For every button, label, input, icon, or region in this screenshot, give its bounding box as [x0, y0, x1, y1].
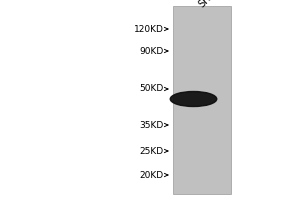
Text: 20KD: 20KD	[140, 170, 164, 180]
Bar	[172, 6, 231, 194]
Text: 35KD: 35KD	[139, 120, 164, 130]
Text: 120KD: 120KD	[134, 24, 164, 33]
Text: 25KD: 25KD	[140, 146, 164, 156]
Text: SH-SY5Y: SH-SY5Y	[196, 0, 233, 9]
Text: 50KD: 50KD	[139, 84, 164, 93]
Text: 90KD: 90KD	[139, 46, 164, 55]
Ellipse shape	[170, 92, 217, 106]
